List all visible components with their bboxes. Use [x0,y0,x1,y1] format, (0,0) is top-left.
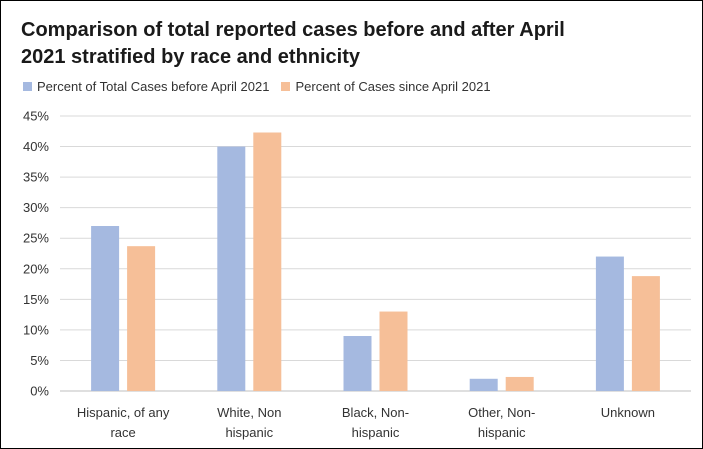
legend-swatch-since [281,82,291,91]
legend-item-before: Percent of Total Cases before April 2021 [23,79,269,94]
bar-since [253,132,282,391]
legend-label-before: Percent of Total Cases before April 2021 [37,79,270,94]
legend-label-since: Percent of Cases since April 2021 [295,79,491,94]
y-tick-label: 20% [23,261,49,276]
y-tick-label: 30% [23,200,49,215]
y-tick-label: 0% [30,384,49,399]
bar-since [379,311,408,391]
bar-since [505,376,534,391]
x-category-label: Other, Non- [468,405,535,420]
legend-item-since: Percent of Cases since April 2021 [281,79,491,94]
y-tick-label: 25% [23,231,49,246]
y-tick-label: 15% [23,292,49,307]
chart-legend: Percent of Total Cases before April 2021… [23,79,503,94]
x-category-label: race [110,425,135,440]
x-category-label: Unknown [601,405,655,420]
x-category-label: Hispanic, of any [77,405,170,420]
bar-before [595,256,624,391]
x-category-label: hispanic [478,425,526,440]
y-tick-label: 10% [23,322,49,337]
y-tick-label: 35% [23,170,49,185]
chart-title-line-1: Comparison of total reported cases befor… [21,19,565,41]
bar-since [631,276,660,391]
bar-before [91,226,120,391]
x-category-label: White, Non [217,405,281,420]
x-category-label: hispanic [225,425,273,440]
bar-since [127,246,156,391]
bar-before [343,336,372,391]
chart-title-line-2: 2021 stratified by race and ethnicity [21,46,361,68]
bar-before [469,378,498,391]
chart-title: Comparison of total reported cases befor… [21,17,621,71]
x-category-label: Black, Non- [342,405,409,420]
x-category-label: hispanic [352,425,400,440]
bar-before [217,146,246,391]
y-tick-label: 45% [23,109,49,124]
y-tick-label: 5% [30,353,49,368]
y-tick-label: 40% [23,139,49,154]
legend-swatch-before [23,82,32,91]
